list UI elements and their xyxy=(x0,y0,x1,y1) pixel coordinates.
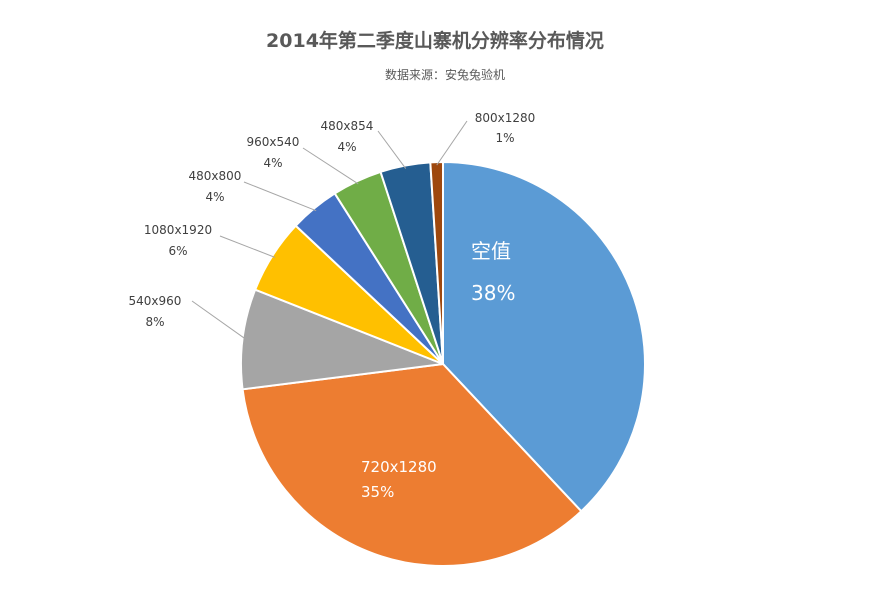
leader-line xyxy=(219,235,276,258)
slice-category-label: 480x854 xyxy=(321,119,374,133)
slice-percent-label: 35% xyxy=(361,483,394,501)
pie-slice-540x960 xyxy=(240,288,444,391)
slice-category-label: 960x540 xyxy=(247,135,300,149)
slice-category-label: 800x1280 xyxy=(475,111,536,125)
slice-percent-label: 4% xyxy=(337,140,356,154)
pie-slice-720x1280 xyxy=(241,362,583,567)
slice-percent-label: 1% xyxy=(495,131,514,145)
slice-category-label: 空值 xyxy=(471,239,511,263)
chart-subtitle: 数据来源：安兔兔验机 xyxy=(384,68,505,82)
leader-line xyxy=(243,181,317,212)
leader-line xyxy=(436,120,468,166)
leader-line xyxy=(302,147,359,185)
slice-category-label: 540x960 xyxy=(129,294,182,308)
chart-title: 2014年第二季度山寨机分辨率分布情况 xyxy=(266,30,604,52)
slice-category-label: 720x1280 xyxy=(361,458,437,476)
leader-line xyxy=(191,300,246,340)
slice-percent-label: 4% xyxy=(263,156,282,170)
pie-slice-空值 xyxy=(442,160,647,513)
slice-category-label: 1080x1920 xyxy=(144,223,212,237)
pie-slice-800x1280 xyxy=(429,160,444,365)
slice-percent-label: 38% xyxy=(471,281,515,305)
leader-line xyxy=(377,130,407,169)
slice-percent-label: 6% xyxy=(168,244,187,258)
slice-percent-label: 4% xyxy=(205,190,224,204)
slice-percent-label: 8% xyxy=(145,315,164,329)
slice-category-label: 480x800 xyxy=(189,169,242,183)
